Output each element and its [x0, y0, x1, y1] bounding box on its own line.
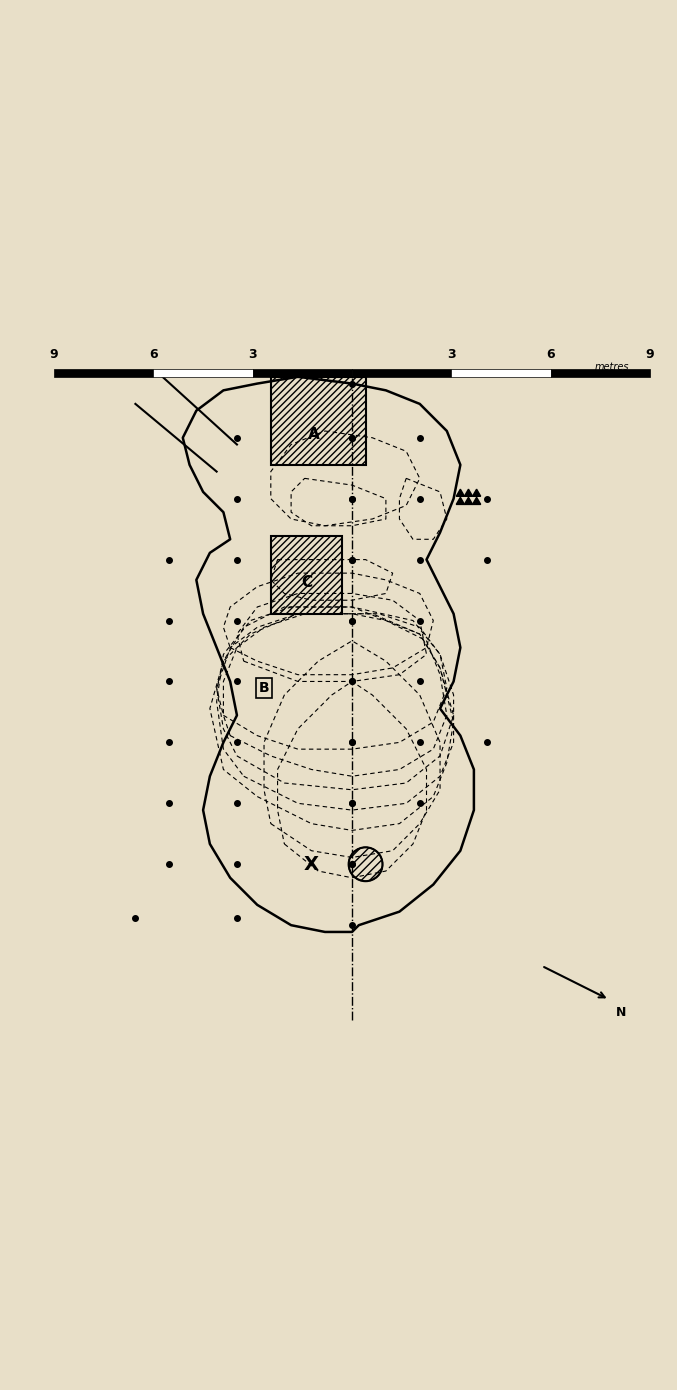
Bar: [271, 377, 366, 464]
Text: C: C: [301, 575, 312, 591]
Text: 6: 6: [546, 349, 555, 361]
Text: 3: 3: [447, 349, 456, 361]
Bar: [452, 370, 550, 378]
Text: 3: 3: [248, 349, 257, 361]
Text: 9: 9: [50, 349, 58, 361]
Text: A: A: [307, 427, 320, 442]
Bar: [352, 370, 452, 378]
Text: N: N: [616, 1006, 626, 1019]
Bar: [550, 370, 650, 378]
Text: X: X: [304, 855, 319, 874]
Text: metres: metres: [595, 361, 630, 371]
Bar: [271, 377, 366, 464]
Bar: [253, 370, 352, 378]
Text: 6: 6: [149, 349, 158, 361]
Bar: [54, 370, 154, 378]
Bar: [271, 537, 342, 614]
Text: 9: 9: [646, 349, 654, 361]
Text: B: B: [259, 681, 269, 695]
Bar: [271, 537, 342, 614]
Bar: [154, 370, 253, 378]
